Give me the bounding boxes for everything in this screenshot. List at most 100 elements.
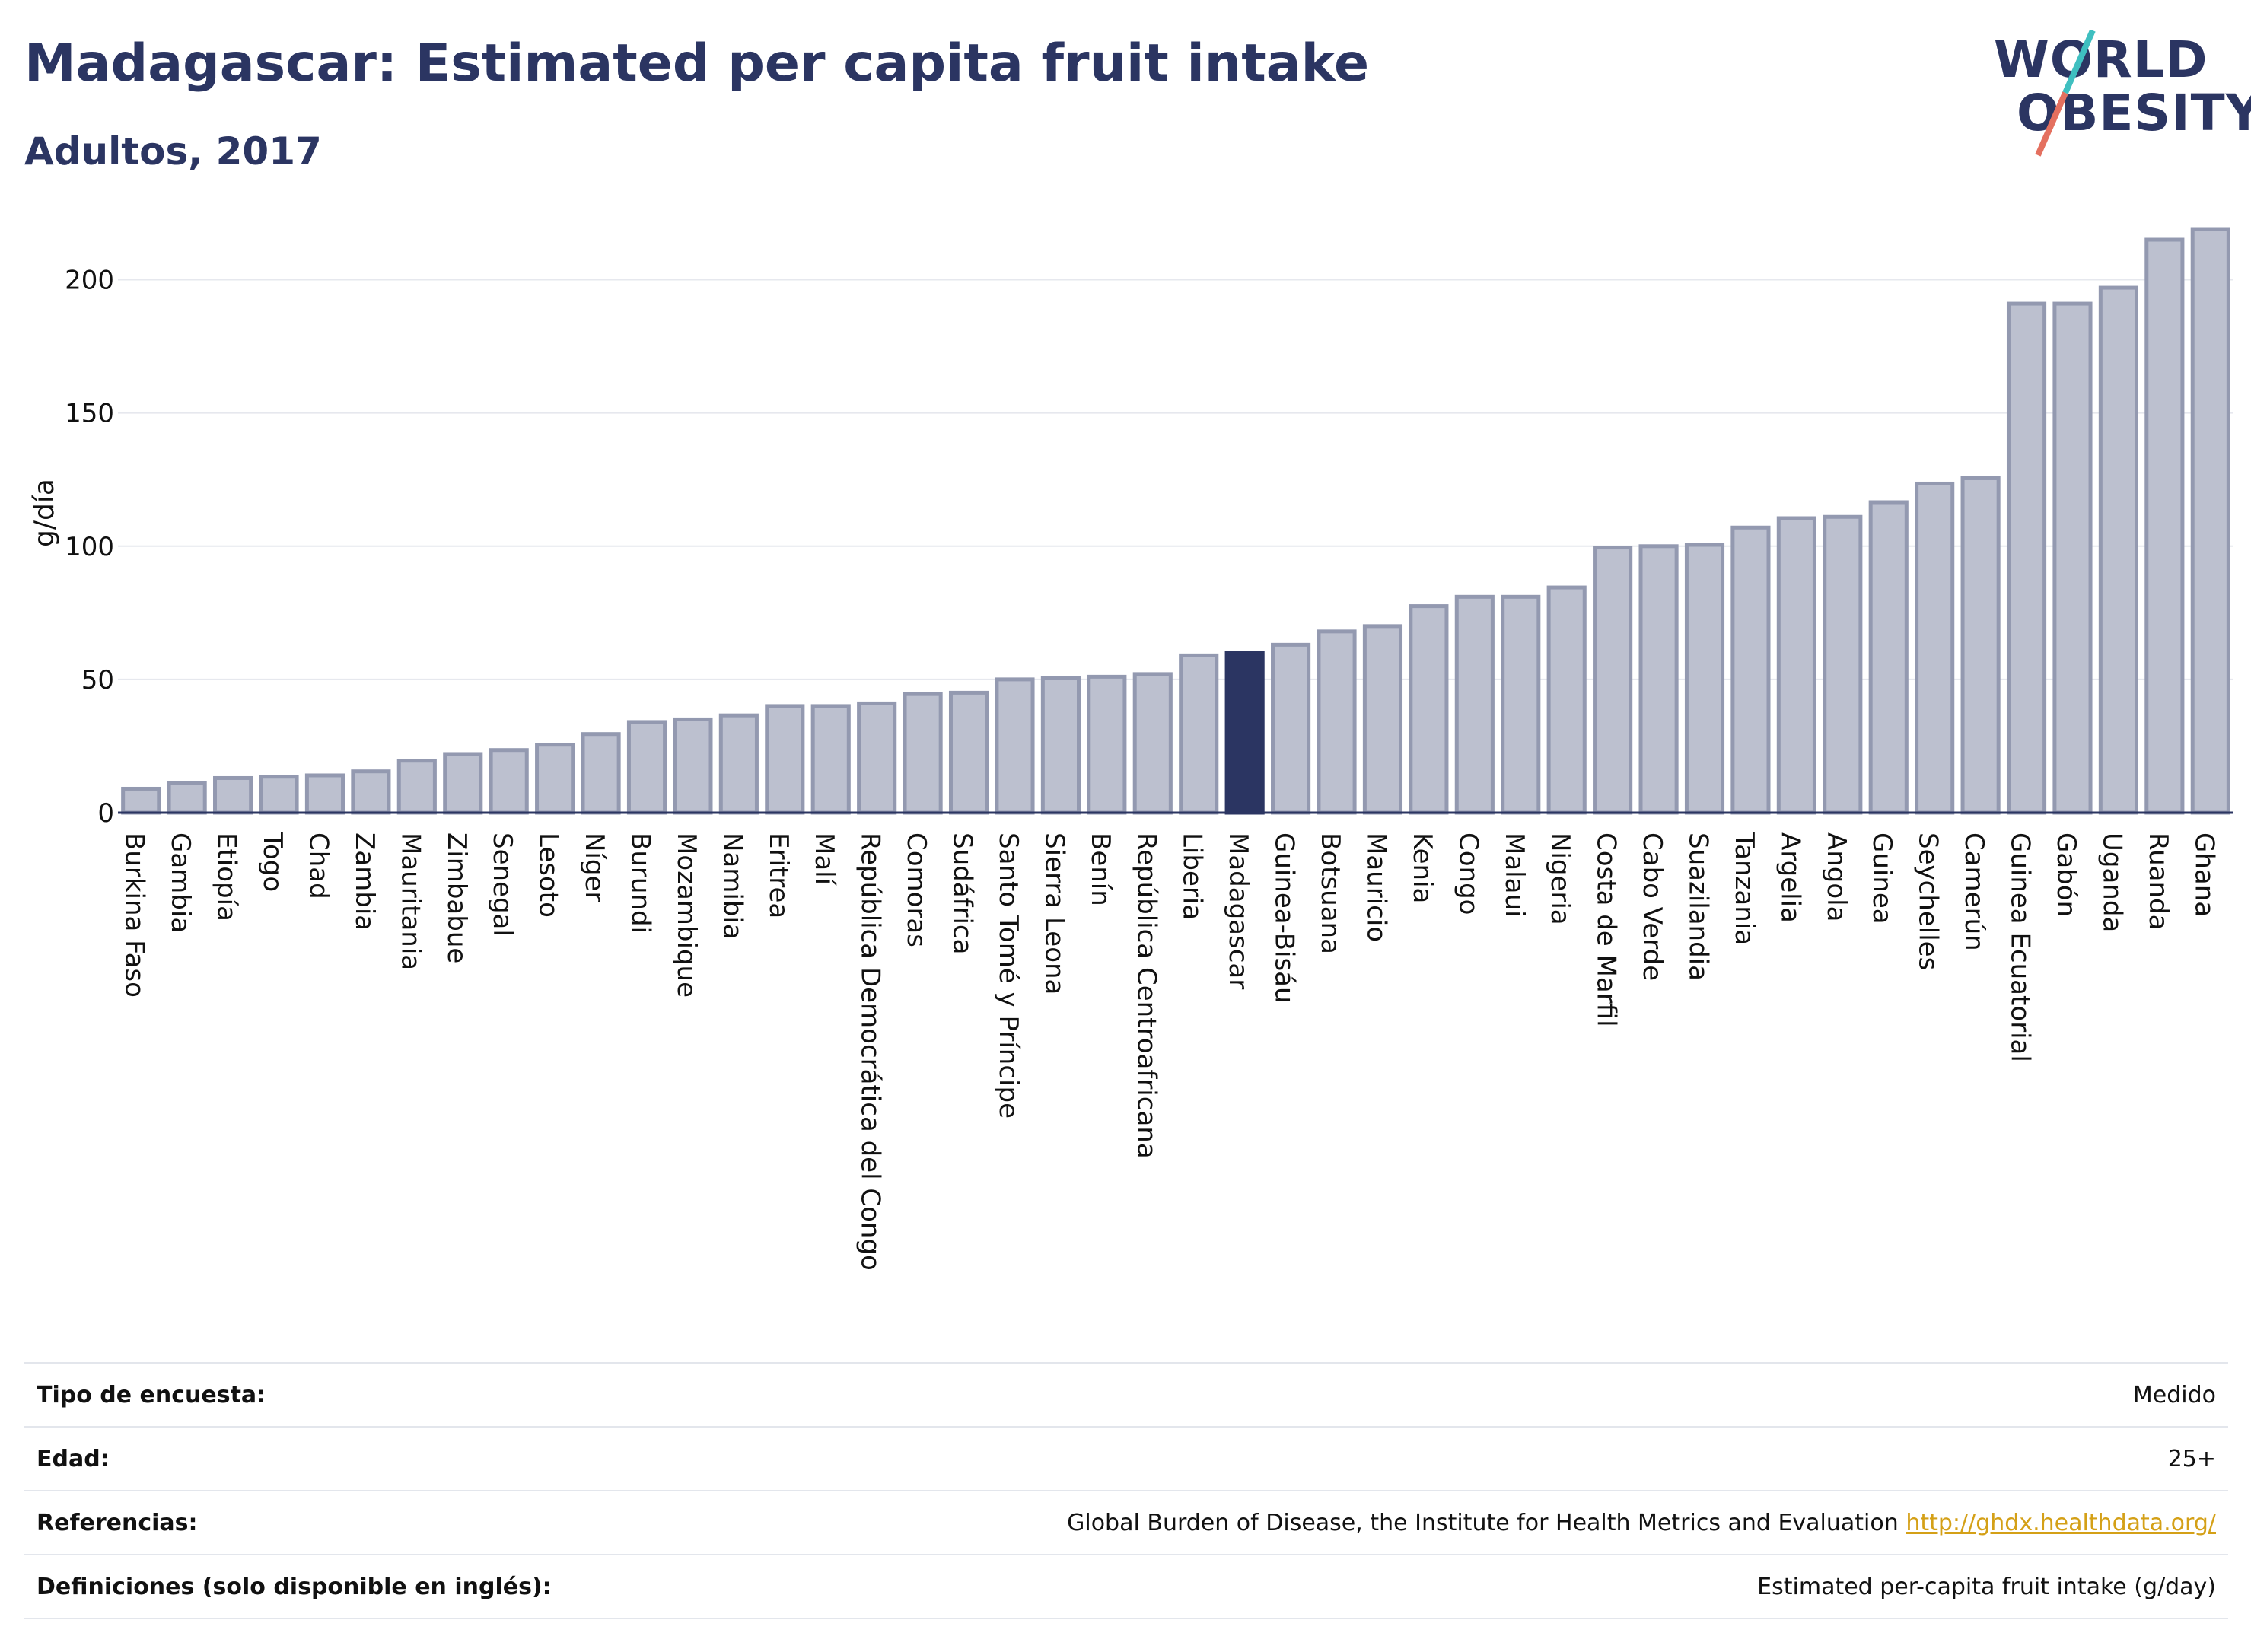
- bar[interactable]: [2190, 227, 2230, 815]
- bar[interactable]: [1593, 546, 1633, 815]
- bar[interactable]: [995, 677, 1035, 815]
- info-row-age: Edad: 25+: [24, 1426, 2228, 1490]
- x-tick-label: Angola: [1821, 832, 1851, 921]
- x-tick-label: Argelia: [1775, 832, 1805, 923]
- x-tick-label: Sudáfrica: [947, 832, 978, 954]
- bar[interactable]: [2006, 301, 2047, 815]
- x-tick-label: Tanzania: [1729, 832, 1759, 945]
- bar[interactable]: [903, 692, 943, 815]
- x-tick-label: Madagascar: [1223, 832, 1253, 989]
- y-tick-label: 0: [97, 798, 114, 829]
- bar[interactable]: [1454, 594, 1495, 815]
- x-tick-label: Costa de Marfil: [1591, 832, 1622, 1027]
- bar-chart: 0 50 100 150 200 Burkina Faso Gambia Etiopía To…: [29, 227, 2233, 1271]
- info-value: Medido: [2132, 1381, 2216, 1408]
- bar[interactable]: [351, 769, 391, 815]
- bar[interactable]: [2098, 285, 2138, 815]
- bar[interactable]: [304, 773, 345, 815]
- bar[interactable]: [2144, 237, 2185, 815]
- bar[interactable]: [581, 732, 621, 815]
- x-tick-label: Eritrea: [763, 832, 794, 918]
- bar[interactable]: [2052, 301, 2093, 815]
- logo-word-world: WORLD: [1994, 30, 2208, 89]
- bar[interactable]: [489, 748, 529, 815]
- x-tick-label: Cabo Verde: [1637, 832, 1667, 981]
- bar[interactable]: [167, 781, 207, 815]
- bar[interactable]: [1776, 516, 1816, 815]
- x-tick-label: Suazilandia: [1683, 832, 1714, 981]
- x-tick-label: Guinea-Bisáu: [1269, 832, 1300, 1004]
- bar[interactable]: [1040, 676, 1081, 815]
- x-tick-label: Togo: [257, 832, 288, 892]
- x-tick-label: Burundi: [626, 832, 656, 934]
- x-tick-label: Mauritania: [395, 832, 425, 970]
- info-row-definitions: Definiciones (solo disponible en inglés)…: [24, 1554, 2228, 1619]
- bar[interactable]: [1409, 604, 1449, 815]
- info-value: Global Burden of Disease, the Institute …: [1067, 1510, 2228, 1536]
- x-tick-label: Nigeria: [1545, 832, 1575, 925]
- y-axis-ticks: 0 50 100 150 200: [65, 266, 114, 829]
- info-key: Edad:: [37, 1445, 110, 1472]
- bar[interactable]: [535, 743, 575, 815]
- y-tick-label: 100: [65, 532, 114, 562]
- info-key: Tipo de encuesta:: [37, 1381, 266, 1408]
- x-axis-labels: Burkina Faso Gambia Etiopía Togo Chad Zambia M…: [119, 832, 2220, 1271]
- x-tick-label: Seychelles: [1913, 832, 1944, 970]
- x-tick-label: Senegal: [487, 832, 517, 937]
- info-key: Referencias:: [37, 1509, 198, 1536]
- bar[interactable]: [1179, 653, 1219, 815]
- x-tick-label: Comoras: [901, 832, 931, 947]
- bar[interactable]: [1087, 674, 1127, 815]
- bar[interactable]: [259, 775, 299, 815]
- bar[interactable]: [121, 786, 161, 815]
- x-tick-label: Mozambique: [671, 832, 702, 998]
- bar[interactable]: [396, 759, 437, 815]
- y-axis-title: g/día: [29, 479, 60, 547]
- info-table: Tipo de encuesta: Medido Edad: 25+ Refer…: [24, 1362, 2228, 1619]
- x-tick-label: República Democrática del Congo: [855, 832, 886, 1271]
- x-tick-label: Gambia: [165, 832, 196, 933]
- x-tick-label: Lesoto: [533, 832, 564, 918]
- bar[interactable]: [1868, 500, 1909, 815]
- bar[interactable]: [1271, 642, 1311, 815]
- bar[interactable]: [1501, 594, 1541, 815]
- bar[interactable]: [1132, 672, 1173, 815]
- world-obesity-logo[interactable]: WORLD OBESITY: [1979, 30, 2251, 160]
- reference-link[interactable]: http://ghdx.healthdata.org/: [1906, 1509, 2216, 1536]
- x-tick-label: Guinea: [1867, 832, 1897, 925]
- x-tick-label: Zimbabue: [441, 832, 472, 963]
- bar[interactable]: [1638, 544, 1679, 815]
- x-tick-label: Burkina Faso: [119, 832, 150, 998]
- x-tick-label: Santo Tomé y Príncipe: [993, 832, 1024, 1119]
- info-value: 25+: [2167, 1445, 2216, 1472]
- bar[interactable]: [1317, 629, 1357, 815]
- bar[interactable]: [626, 720, 667, 815]
- bar[interactable]: [1684, 543, 1725, 815]
- bar[interactable]: [948, 690, 989, 815]
- x-tick-label: Botsuana: [1315, 832, 1345, 954]
- bar[interactable]: [1730, 525, 1771, 815]
- x-tick-label: República Centroafricana: [1131, 832, 1161, 1159]
- bar[interactable]: [1362, 624, 1403, 815]
- bar[interactable]: [443, 752, 483, 815]
- bar[interactable]: [1546, 585, 1587, 815]
- logo-slash-icon: [2035, 30, 2096, 157]
- bar[interactable]: [1823, 514, 1863, 815]
- bar[interactable]: [1915, 481, 1955, 815]
- x-tick-label: Congo: [1453, 832, 1483, 915]
- bar-highlighted[interactable]: [1224, 651, 1265, 815]
- x-tick-label: Malí: [809, 832, 839, 886]
- info-row-survey-type: Tipo de encuesta: Medido: [24, 1362, 2228, 1426]
- x-tick-label: Ghana: [2189, 832, 2219, 917]
- x-tick-label: Namibia: [717, 832, 747, 940]
- bar[interactable]: [765, 704, 805, 815]
- x-tick-label: Zambia: [349, 832, 380, 931]
- info-key: Definiciones (solo disponible en inglés)…: [37, 1573, 552, 1600]
- bars: [121, 227, 2230, 815]
- bar[interactable]: [718, 713, 759, 815]
- bar[interactable]: [810, 704, 851, 815]
- bar[interactable]: [673, 717, 713, 815]
- bar[interactable]: [1960, 476, 2001, 815]
- bar[interactable]: [213, 775, 253, 815]
- bar[interactable]: [857, 701, 897, 815]
